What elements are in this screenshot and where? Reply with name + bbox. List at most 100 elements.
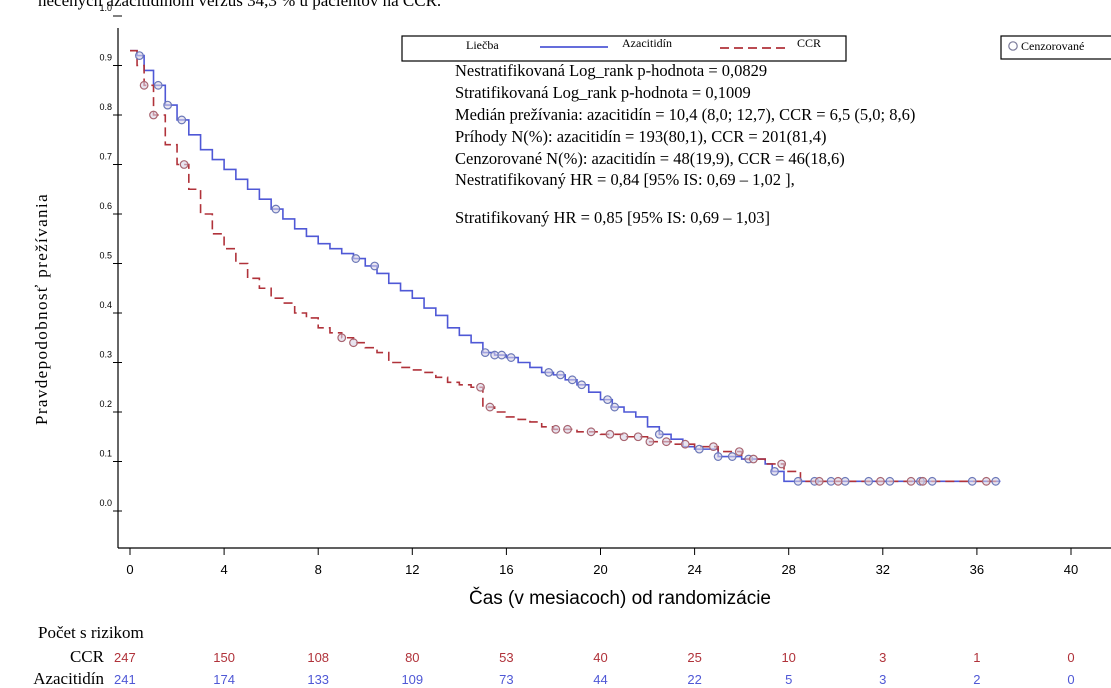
censor-mark xyxy=(577,380,587,390)
risk-value: 1 xyxy=(973,650,980,665)
censor-mark xyxy=(734,447,744,457)
stats-annotations: Nestratifikovaná Log_rank p-hodnota = 0,… xyxy=(455,61,915,227)
censor-mark xyxy=(967,476,977,486)
risk-table-title: Počet s rizikom xyxy=(38,623,144,642)
risk-value: 3 xyxy=(879,672,886,687)
x-tick-label: 0 xyxy=(126,562,133,577)
x-tick-label: 28 xyxy=(781,562,795,577)
chart-caption: nečených azacitidínom verzus 34,3 % u pa… xyxy=(38,0,441,10)
censor-mark xyxy=(605,429,615,439)
risk-value: 241 xyxy=(114,672,136,687)
legend-label-ccr: CCR xyxy=(797,36,821,50)
series-line-azacitidin xyxy=(130,49,1001,483)
censor-mark xyxy=(337,333,347,343)
censor-mark xyxy=(610,402,620,412)
y-tick-label: 0.0 xyxy=(99,498,112,508)
censor-mark xyxy=(991,476,1001,486)
x-tick-label: 24 xyxy=(687,562,701,577)
risk-value: 0 xyxy=(1067,672,1074,687)
legend-title: Liečba xyxy=(466,38,499,52)
y-tick-label: 0.7 xyxy=(99,152,112,162)
y-tick-label: 0.1 xyxy=(99,449,112,459)
risk-value: 10 xyxy=(781,650,795,665)
censor-mark xyxy=(135,51,144,60)
y-tick-label: 1.0 xyxy=(99,3,112,13)
censor-mark xyxy=(749,454,758,464)
y-tick-label: 0.4 xyxy=(99,300,112,310)
censored-marker-icon xyxy=(1008,41,1018,51)
censor-mark xyxy=(153,80,163,90)
censor-layer xyxy=(135,51,1001,486)
legend-box xyxy=(401,35,847,62)
risk-row-label-azacitidin: Azacitidín xyxy=(33,669,104,688)
censor-mark xyxy=(551,424,561,434)
y-axis-label: Pravdepodobnosť prežívania xyxy=(32,193,51,425)
legend-censored-label: Cenzorované xyxy=(1021,39,1084,53)
y-tick-label: 0.3 xyxy=(99,350,112,360)
censor-mark xyxy=(927,476,937,486)
risk-value: 150 xyxy=(213,650,235,665)
legend-censored-box xyxy=(1000,35,1111,60)
censor-mark xyxy=(480,348,490,358)
censor-mark xyxy=(694,444,704,454)
risk-value: 53 xyxy=(499,650,513,665)
annotation-line: Stratifikovaný HR = 0,85 [95% IS: 0,69 –… xyxy=(455,208,770,227)
censor-mark xyxy=(645,437,655,447)
x-tick-label: 36 xyxy=(970,562,984,577)
legend: Liečba Azacitidín CCR xyxy=(401,35,847,62)
y-tick-label: 0.5 xyxy=(99,251,112,261)
risk-value: 0 xyxy=(1067,650,1074,665)
annotation-line: Medián prežívania: azacitidín = 10,4 (8,… xyxy=(455,105,915,124)
risk-value: 2 xyxy=(973,672,980,687)
legend-censored: Cenzorované xyxy=(1000,35,1111,60)
risk-value: 133 xyxy=(307,672,329,687)
censor-mark xyxy=(770,467,779,476)
censor-mark xyxy=(179,160,189,169)
censor-mark xyxy=(918,476,928,486)
risk-value: 40 xyxy=(593,650,607,665)
censor-mark xyxy=(351,254,361,263)
censor-mark xyxy=(271,204,281,214)
censor-mark xyxy=(370,261,380,271)
censor-mark xyxy=(633,432,643,442)
censor-mark xyxy=(349,338,358,348)
censor-mark xyxy=(661,437,671,447)
y-tick-label: 0.2 xyxy=(99,399,112,409)
x-tick-label: 40 xyxy=(1064,562,1078,577)
annotation-line: Nestratifikovaný HR = 0,84 [95% IS: 0,69… xyxy=(455,170,795,189)
censor-mark xyxy=(556,370,565,380)
series-layer xyxy=(130,49,1001,483)
risk-value: 5 xyxy=(785,672,792,687)
censor-mark xyxy=(476,382,485,392)
censor-mark xyxy=(864,476,874,486)
censor-mark xyxy=(603,395,612,405)
x-tick-label: 4 xyxy=(220,562,227,577)
y-axis: 0.0 0.1 0.2 0.3 0.4 0.5 0.6 0.7 0.8 0.9 1.0 xyxy=(99,3,122,548)
censor-mark xyxy=(149,110,158,120)
censor-mark xyxy=(709,442,718,452)
risk-value: 44 xyxy=(593,672,607,687)
censor-mark xyxy=(567,375,577,385)
censor-mark xyxy=(139,80,149,90)
censor-mark xyxy=(177,115,187,125)
x-tick-label: 12 xyxy=(405,562,419,577)
legend-label-azacitidin: Azacitidín xyxy=(622,36,672,50)
censor-mark xyxy=(544,368,554,377)
risk-value: 109 xyxy=(401,672,423,687)
x-tick-label: 16 xyxy=(499,562,513,577)
risk-row-label-ccr: CCR xyxy=(70,647,105,666)
risk-value: 80 xyxy=(405,650,419,665)
censor-mark xyxy=(654,429,664,439)
censor-mark xyxy=(777,459,787,469)
risk-value: 25 xyxy=(687,650,701,665)
y-tick-label: 0.6 xyxy=(99,201,112,211)
censor-mark xyxy=(906,476,916,486)
x-tick-label: 20 xyxy=(593,562,607,577)
risk-value: 247 xyxy=(114,650,136,665)
censor-mark xyxy=(885,476,895,486)
censor-mark xyxy=(680,439,690,449)
y-tick-label: 0.9 xyxy=(99,53,112,63)
risk-value: 73 xyxy=(499,672,513,687)
